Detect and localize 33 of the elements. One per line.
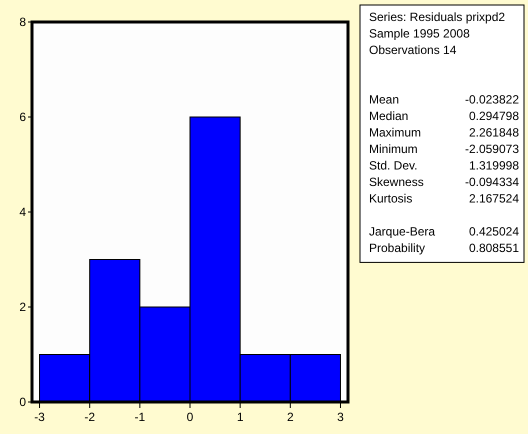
x-tick-label: -3 xyxy=(34,410,46,424)
category-label: Maximum xyxy=(369,126,422,140)
y-tick-label: 0 xyxy=(19,395,26,410)
data-label: -2.059073 xyxy=(464,142,520,156)
category-label: Minimum xyxy=(369,142,418,156)
data-label: 0.294798 xyxy=(468,109,520,123)
data-label: 0.425024 xyxy=(468,224,520,238)
text: Sample 1995 2008 xyxy=(369,26,470,40)
category-label: Std. Dev. xyxy=(369,158,418,172)
data-label: 2.167524 xyxy=(468,192,520,206)
x-tick-label: 0 xyxy=(186,410,194,424)
x-tick-label: -2 xyxy=(84,410,96,424)
text: Series: Residuals prixpd2 xyxy=(369,10,506,24)
category-label: Skewness xyxy=(369,175,424,189)
x-tick-label: 2 xyxy=(286,410,294,424)
text: Observations 14 xyxy=(369,43,457,57)
category-label: Median xyxy=(369,109,408,123)
x-tick-label: 1 xyxy=(236,410,244,424)
x-tick-label: -1 xyxy=(134,410,146,424)
data-label: 2.261848 xyxy=(468,126,520,140)
x-tick-label: 3 xyxy=(337,410,344,424)
category-label: Mean xyxy=(369,92,400,106)
category-label: Probability xyxy=(369,241,426,255)
category-label: Kurtosis xyxy=(369,192,412,206)
y-tick-label: 6 xyxy=(19,110,26,124)
y-tick-label: 4 xyxy=(19,205,26,220)
y-tick-label: 2 xyxy=(19,300,26,314)
y-tick-label: 8 xyxy=(19,15,26,30)
data-label: -0.023822 xyxy=(464,92,520,106)
data-label: 1.319998 xyxy=(468,158,520,172)
data-label: -0.094334 xyxy=(464,175,520,189)
data-label: 0.808551 xyxy=(468,241,520,255)
category-label: Jarque-Bera xyxy=(369,224,436,238)
